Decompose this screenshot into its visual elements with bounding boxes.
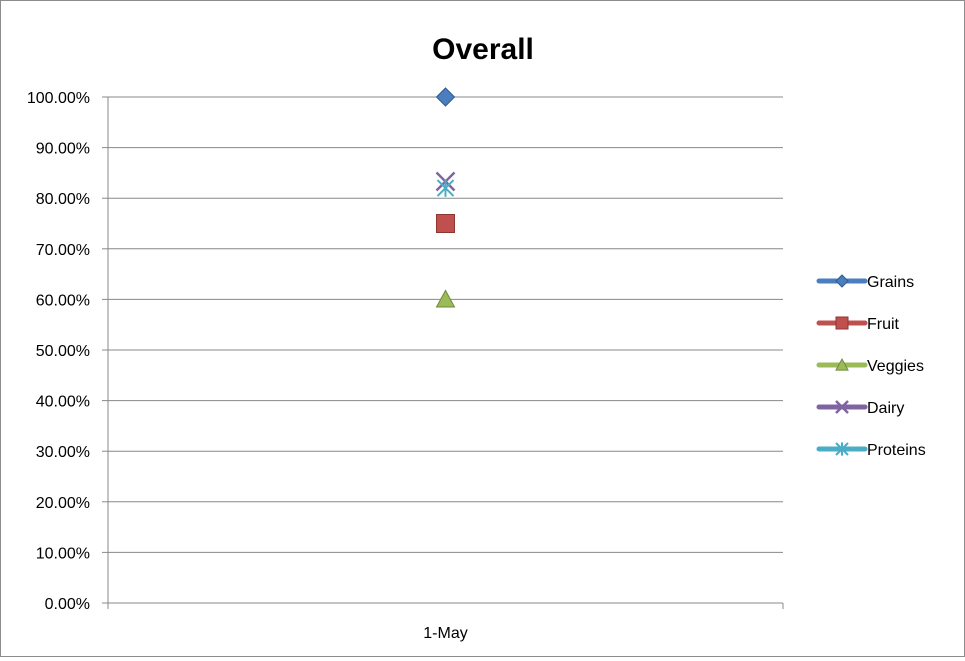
x-stroke	[835, 400, 849, 414]
y-tick-label: 0.00%	[45, 596, 90, 613]
legend-label: Veggies	[867, 358, 924, 375]
y-tick-label: 70.00%	[36, 242, 90, 259]
y-tick-label: 10.00%	[36, 545, 90, 562]
legend-label: Fruit	[867, 316, 900, 333]
gridlines	[108, 96, 783, 604]
y-tick-label: 60.00%	[36, 292, 90, 309]
y-tick-label: 30.00%	[36, 444, 90, 461]
legend-label: Proteins	[867, 442, 926, 459]
legend-entry-dairy: Dairy	[816, 400, 904, 417]
data-point-proteins	[436, 179, 455, 197]
chart-title: Overall	[432, 33, 534, 66]
plot-area	[435, 87, 456, 308]
legend-entry-veggies: Veggies	[816, 357, 924, 375]
legend-entry-proteins: Proteins	[816, 442, 926, 459]
legend-marker-icon	[835, 442, 849, 456]
legend-marker-icon	[835, 274, 849, 288]
y-tick-label: 80.00%	[36, 191, 90, 208]
legend-label: Grains	[867, 274, 914, 291]
x-axis: 1-May	[107, 602, 784, 642]
y-tick-label: 100.00%	[27, 90, 90, 107]
legend-entry-grains: Grains	[816, 274, 914, 291]
legend: Grains Fruit Veggies Dairy Proteins	[816, 274, 926, 459]
y-tick-label: 20.00%	[36, 495, 90, 512]
y-tick-label: 50.00%	[36, 343, 90, 360]
x-tick-label: 1-May	[423, 625, 467, 642]
legend-entry-fruit: Fruit	[816, 316, 900, 333]
legend-marker-icon	[835, 357, 849, 371]
data-point-grains	[435, 87, 456, 107]
legend-marker-icon	[835, 316, 849, 330]
y-tick-label: 40.00%	[36, 394, 90, 411]
legend-marker-icon	[835, 400, 849, 414]
data-point-veggies	[435, 289, 456, 308]
y-tick-label: 90.00%	[36, 141, 90, 158]
y-axis: 0.00% 10.00% 20.00% 30.00% 40.00% 50.00% 60.00…	[27, 90, 109, 613]
data-point-fruit	[436, 214, 455, 233]
legend-label: Dairy	[867, 400, 904, 417]
